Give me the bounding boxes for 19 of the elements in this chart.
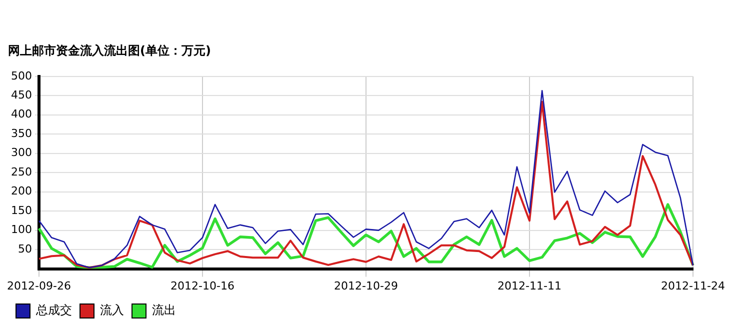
legend-label: 流出 — [152, 303, 176, 318]
y-tick-label: 100 — [10, 223, 32, 236]
y-tick-label: 150 — [10, 204, 32, 217]
y-tick-label: 200 — [10, 184, 32, 198]
legend-label: 流入 — [100, 303, 124, 318]
y-tick-label: 450 — [10, 88, 32, 102]
x-tick-label: 2012-10-16 — [170, 279, 234, 292]
x-tick-label: 2012-11-24 — [661, 279, 725, 292]
legend-label: 总成交 — [35, 303, 72, 318]
x-tick-label: 2012-10-29 — [334, 279, 398, 292]
chart-title: 网上邮市资金流入流出图(单位：万元) — [8, 43, 211, 58]
y-tick-label: 250 — [10, 165, 32, 178]
y-tick-label: 300 — [10, 146, 32, 160]
x-tick-label: 2012-09-26 — [7, 279, 71, 292]
y-tick-label: 400 — [10, 108, 32, 121]
x-tick-label: 2012-11-11 — [498, 279, 562, 292]
y-tick-label: 500 — [10, 69, 32, 82]
y-tick-label: 350 — [10, 126, 32, 140]
y-tick-label: 50 — [18, 242, 32, 256]
